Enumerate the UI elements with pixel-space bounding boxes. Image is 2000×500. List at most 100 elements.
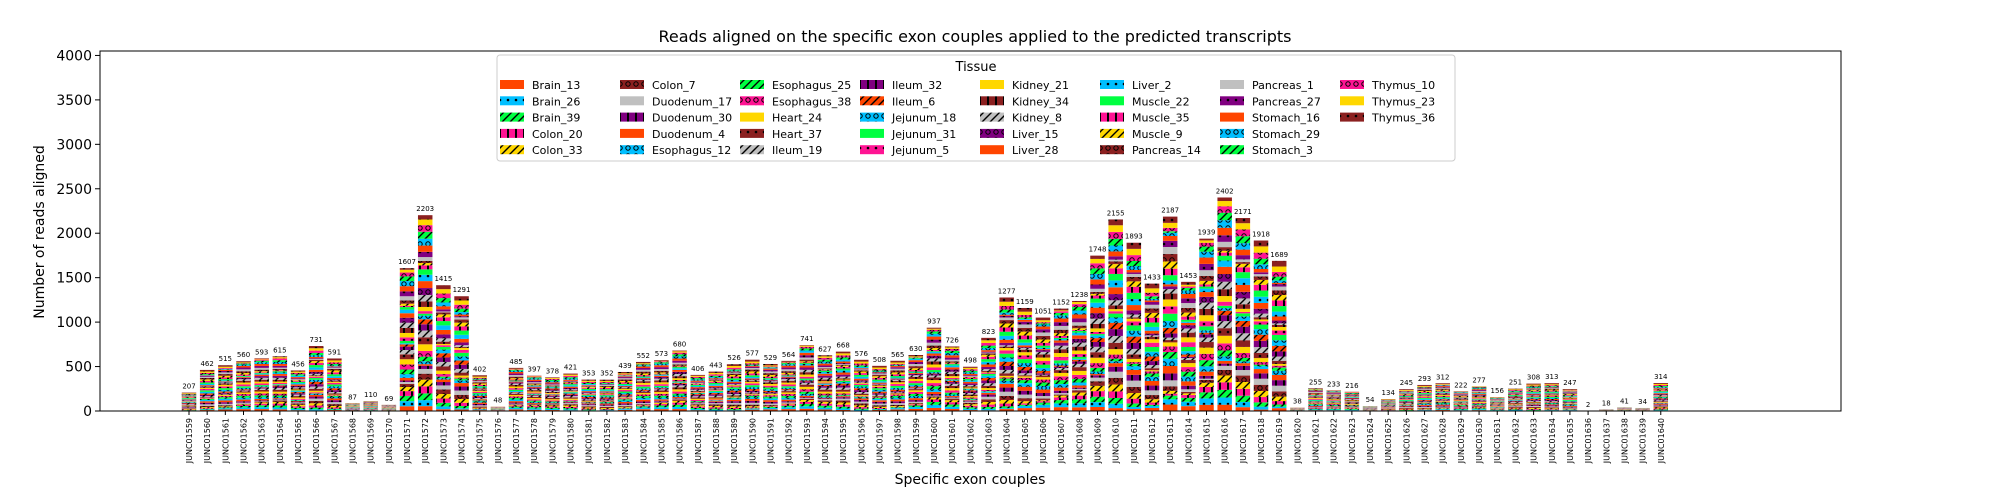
bar-segment-Jejunum_5 [545,393,560,395]
bar-segment-Ileum_6 [236,389,251,391]
x-tick-label: JUNC01635 [1566,418,1575,464]
bar-segment-Duodenum_4 [308,394,324,397]
bar-segment-Jejunum_18 [1017,363,1033,367]
bar-total-label: 560 [237,351,250,359]
legend-swatch [860,96,884,106]
bar-segment-Kidney_8 [1144,335,1160,337]
x-tick-label: JUNC01568 [349,418,358,464]
bar-segment-Colon_7 [1417,407,1432,409]
bar-segment-Liver_2 [963,380,978,382]
bar-total-label: 353 [582,370,595,378]
bar-segment-Ileum_19 [872,394,887,396]
bar-segment-Ileum_6 [1308,401,1323,402]
bar-segment-Liver_15 [436,334,451,339]
bar-segment-Jejunum_5 [472,391,487,394]
bar-JUNC01627 [1417,384,1432,411]
bar-segment-Muscle_35 [1235,267,1251,273]
bar-segment-Duodenum_4 [1326,406,1341,407]
bar-total-label: 378 [546,367,559,375]
legend-item-Liver_2: Liver_2 [1100,79,1171,92]
bar-segment-Jejunum_31 [872,388,887,390]
bar-segment-Thymus_36 [1072,300,1087,303]
bar-segment-Muscle_22 [944,364,960,366]
bar-segment-Stomach_3 [981,345,996,349]
bar-segment-Duodenum_30 [1217,363,1232,366]
bar-segment-Jejunum_31 [745,385,760,388]
bar-segment-Esophagus_25 [781,395,796,398]
bar-total-label: 18 [1602,399,1611,407]
x-tick-label: JUNC01618 [1257,418,1266,464]
bar-segment-Colon_20 [454,402,469,406]
bar-segment-Colon_7 [926,396,942,398]
bar-segment-Muscle_35 [1399,394,1414,396]
bar-segment-Jejunum_18 [1526,397,1541,399]
bar-segment-Muscle_22 [1653,391,1669,393]
bar-segment-Pancreas_1 [872,373,887,375]
bar-segment-Muscle_35 [218,377,233,380]
bar-segment-Pancreas_14 [1162,254,1178,262]
bar-segment-Colon_20 [436,398,451,403]
bar-segment-Colon_20 [290,406,306,408]
bar-segment-Jejunum_18 [290,391,306,393]
bar-segment-Muscle_35 [854,373,869,375]
bar-segment-Thymus_10 [854,363,869,366]
bar-segment-Ileum_6 [1090,338,1105,343]
bar-segment-Pancreas_27 [526,380,542,383]
bar-segment-Colon_20 [1217,382,1232,390]
bar-segment-Jejunum_18 [1235,316,1251,321]
bar-segment-Stomach_16 [272,363,288,366]
x-tick-label: JUNC01626 [1402,418,1411,464]
bar-segment-Esophagus_12 [763,398,778,401]
bar-segment-Muscle_22 [854,374,869,377]
bar-segment-Liver_28 [981,364,996,367]
bar-segment-Kidney_21 [1308,398,1323,399]
bar-segment-Brain_39 [1271,404,1287,407]
bar-segment-Muscle_9 [1108,264,1123,269]
bar-segment-Stomach_29 [872,371,887,373]
bar-JUNC01589 [726,364,742,411]
bar-segment-Muscle_35 [617,382,633,384]
legend-swatch [1100,96,1124,106]
x-tick-label: JUNC01634 [1548,418,1557,464]
bar-segment-Colon_20 [181,409,197,411]
bar-segment-Pancreas_14 [417,260,433,264]
bar-segment-Stomach_16 [781,365,796,368]
bar-segment-Kidney_8 [1162,289,1178,294]
bar-segment-Pancreas_14 [308,359,324,362]
bar-segment-Liver_2 [1217,260,1232,267]
bar-segment-Pancreas_1 [599,385,615,386]
legend-item-Esophagus_25: Esophagus_25 [740,79,851,92]
bar-segment-Kidney_34 [1090,323,1105,329]
bar-segment-Kidney_21 [854,383,869,384]
bar-segment-Kidney_21 [399,332,415,338]
bar-segment-Colon_20 [1162,393,1178,396]
bar-segment-Colon_20 [254,403,269,406]
legend-swatch [1340,112,1364,122]
bar-segment-Muscle_22 [563,384,578,386]
bar-segment-Ileum_6 [454,360,469,365]
bar-segment-Thymus_36 [1508,388,1523,390]
bar-segment-Liver_15 [708,387,724,389]
bar-segment-Ileum_32 [1144,361,1160,366]
bar-segment-Duodenum_4 [654,399,669,401]
bar-segment-Pancreas_1 [1017,324,1033,328]
bar-segment-Colon_20 [872,408,887,409]
bar-segment-Ileum_32 [1435,399,1450,401]
bar-segment-Thymus_10 [199,372,215,375]
bar-segment-Jejunum_31 [181,401,197,403]
bar-segment-Liver_28 [1053,340,1069,343]
bar-segment-Ileum_19 [981,383,996,386]
bar-segment-Jejunum_5 [327,382,342,385]
bar-segment-Duodenum_30 [181,407,197,408]
x-tick-label: JUNC01620 [1293,418,1302,464]
bar-segment-Kidney_34 [545,391,560,393]
bar-segment-Muscle_35 [1072,329,1087,331]
bar-segment-Jejunum_31 [963,388,978,390]
bar-segment-Duodenum_4 [327,398,342,401]
bar-segment-Esophagus_25 [672,393,687,396]
legend-swatch [1100,128,1124,138]
bar-segment-Esophagus_25 [1344,405,1360,407]
bar-segment-Brain_39 [726,409,742,410]
bar-segment-Jejunum_5 [508,388,524,390]
bar-segment-Kidney_21 [1235,308,1251,312]
